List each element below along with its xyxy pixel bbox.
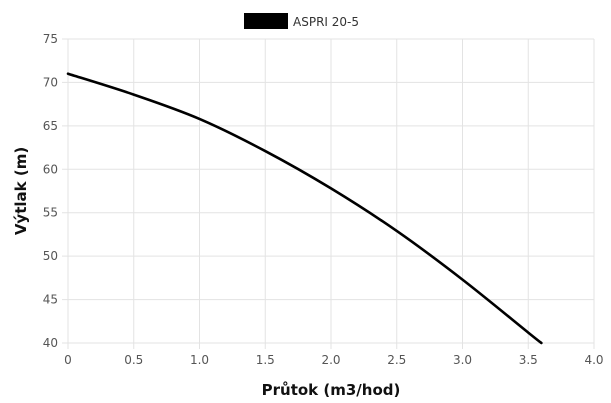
y-tick-label: 60 <box>43 162 58 176</box>
data-point <box>540 342 543 344</box>
legend[interactable]: ASPRI 20-5 <box>244 13 359 29</box>
y-tick-label: 45 <box>43 293 58 307</box>
x-tick-label: 0 <box>64 353 72 367</box>
y-tick-label: 75 <box>43 32 58 46</box>
x-tick-label: 0.5 <box>124 353 143 367</box>
x-tick-label: 3.5 <box>519 353 538 367</box>
data-point <box>330 187 332 190</box>
x-tick-label: 3.0 <box>453 353 472 367</box>
data-point <box>132 93 135 96</box>
y-tick-label: 65 <box>43 119 58 133</box>
x-axis-ticks: 0 0.5 1.0 1.5 2.0 2.5 3.0 3.5 4.0 <box>64 353 603 367</box>
data-point <box>264 150 267 152</box>
data-point <box>461 278 464 281</box>
data-point <box>67 72 69 75</box>
legend-swatch <box>244 13 288 29</box>
series-line[interactable] <box>66 72 543 345</box>
legend-label: ASPRI 20-5 <box>293 15 359 29</box>
x-tick-label: 2.5 <box>387 353 406 367</box>
data-point <box>527 331 530 334</box>
y-tick-label: 40 <box>43 336 58 350</box>
y-axis-title: Výtlak (m) <box>12 147 30 235</box>
x-tick-label: 1.5 <box>256 353 275 367</box>
x-tick-label: 4.0 <box>584 353 603 367</box>
data-point <box>395 230 398 232</box>
x-tick-label: 1.0 <box>190 353 209 367</box>
x-tick-label: 2.0 <box>321 353 340 367</box>
series-layer <box>66 72 543 345</box>
y-tick-label: 50 <box>43 249 58 263</box>
y-axis-ticks: 40 45 50 55 60 65 70 75 <box>43 32 58 350</box>
data-point <box>198 118 201 120</box>
y-tick-label: 70 <box>43 75 58 89</box>
grid <box>62 38 595 349</box>
y-tick-label: 55 <box>43 206 58 220</box>
x-axis-title: Průtok (m3/hod) <box>262 381 401 399</box>
